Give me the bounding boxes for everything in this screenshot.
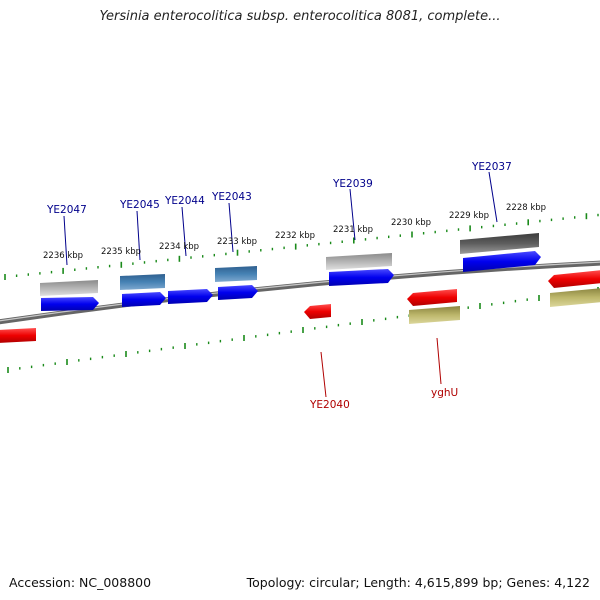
reverse-feature-track <box>409 288 600 324</box>
tick-ring-inner <box>7 287 599 373</box>
scale-label: 2233 kbp <box>217 237 257 247</box>
scale-label: 2232 kbp <box>275 231 315 241</box>
cds-arrow[interactable] <box>463 251 541 272</box>
scale-label: 2228 kbp <box>506 203 546 213</box>
cds-arrow[interactable] <box>41 297 99 311</box>
gene-label[interactable]: YE2037 <box>471 161 512 173</box>
cds-arrow[interactable] <box>218 285 258 300</box>
scale-label: 2229 kbp <box>449 211 489 221</box>
scale-label: 2236 kbp <box>43 251 83 261</box>
genome-backbone <box>0 260 600 325</box>
scale-labels: 2236 kbp 2235 kbp 2234 kbp 2233 kbp 2232… <box>43 203 546 261</box>
feature-block[interactable] <box>326 253 392 270</box>
forward-cds-track <box>41 251 541 311</box>
gene-label[interactable]: yghU <box>431 387 458 399</box>
gene-label[interactable]: YE2045 <box>119 199 160 211</box>
gene-labels-top: YE2047 YE2045 YE2044 YE2043 YE2039 YE203… <box>46 161 512 216</box>
gene-labels-bottom: YE2040 yghU <box>309 387 458 411</box>
genome-summary: Topology: circular; Length: 4,615,899 bp… <box>246 575 590 590</box>
scale-label: 2231 kbp <box>333 225 373 235</box>
tick-ring-outer <box>4 213 599 280</box>
reverse-cds-track <box>0 270 600 343</box>
feature-block[interactable] <box>120 274 165 290</box>
cds-arrow[interactable] <box>0 328 36 343</box>
gene-label[interactable]: YE2043 <box>211 191 252 203</box>
feature-block[interactable] <box>40 280 98 296</box>
map-title: Yersinia enterocolitica subsp. enterocol… <box>99 9 501 24</box>
feature-block[interactable] <box>460 233 539 254</box>
gene-label[interactable]: YE2039 <box>332 178 373 190</box>
cds-arrow[interactable] <box>304 304 331 319</box>
gene-label[interactable]: YE2047 <box>46 204 87 216</box>
feature-block[interactable] <box>550 288 600 307</box>
cds-arrow[interactable] <box>329 269 394 286</box>
accession-label: Accession: NC_008800 <box>9 575 152 590</box>
feature-block[interactable] <box>215 266 257 282</box>
scale-label: 2235 kbp <box>101 247 141 257</box>
cds-arrow[interactable] <box>168 289 213 304</box>
cds-arrow[interactable] <box>122 292 166 307</box>
leader-lines <box>63 171 498 398</box>
scale-label: 2230 kbp <box>391 218 431 228</box>
gene-label[interactable]: YE2040 <box>309 399 350 411</box>
forward-feature-track <box>40 233 539 296</box>
cds-arrow[interactable] <box>407 289 457 306</box>
scale-label: 2234 kbp <box>159 242 199 252</box>
gene-label[interactable]: YE2044 <box>164 195 205 207</box>
feature-block[interactable] <box>409 306 460 324</box>
cds-arrow[interactable] <box>548 270 600 288</box>
